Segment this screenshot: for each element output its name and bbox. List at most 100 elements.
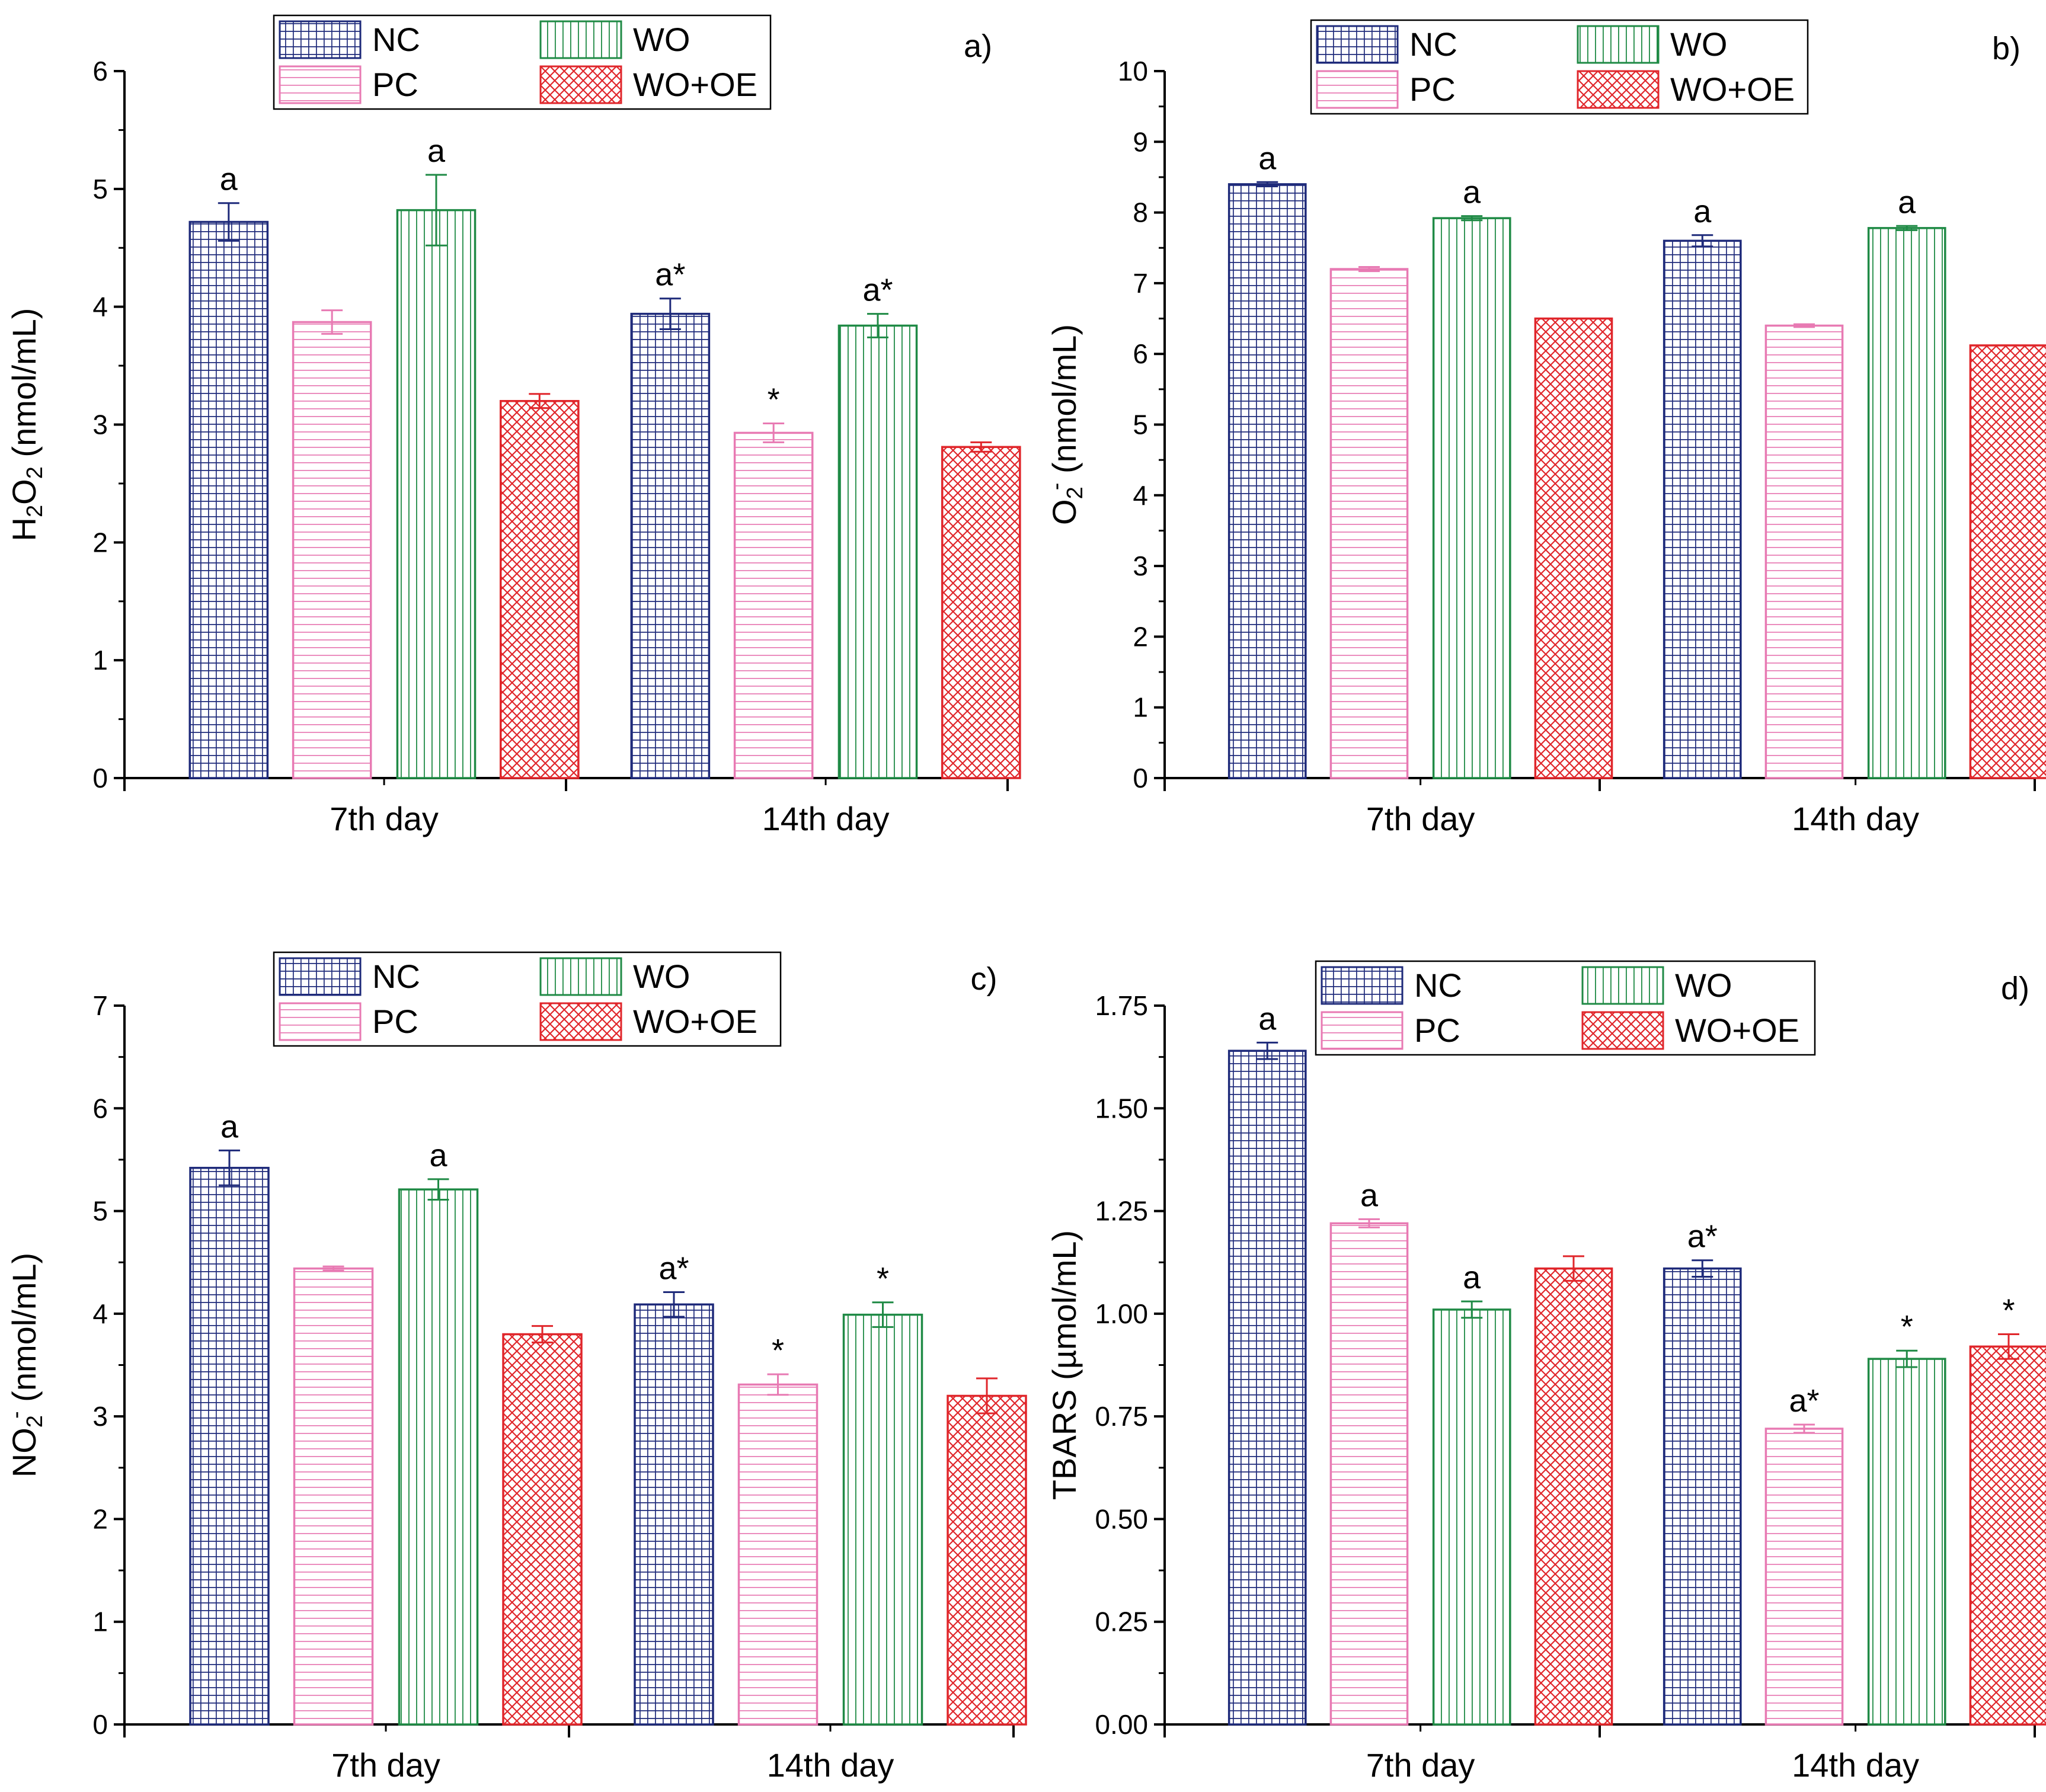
legend-label: NC [1414, 967, 1462, 1004]
y-tick-label: 2 [92, 1503, 108, 1534]
error-bar [1562, 1255, 1584, 1282]
chart-panel-a: 0 1 2 3 4 5 6 7th day 14th day a a a* * a* H2O2 (nmol/… [5, 14, 1021, 837]
error-bar [1358, 265, 1380, 273]
legend-label: WO [1670, 25, 1727, 63]
legend: NC WO PC WO+OE [1315, 960, 1816, 1056]
legend-label: WO+OE [633, 66, 757, 103]
x-category-label: 14th day [1792, 800, 1919, 837]
bar-wo-oe-1 [499, 399, 580, 779]
x-category-label: 7th day [1366, 1746, 1475, 1784]
legend-label: NC [372, 958, 420, 995]
panel-label: b) [1992, 31, 2021, 66]
panel-label: d) [2001, 971, 2029, 1006]
bar-nc-2 [630, 312, 711, 779]
significance-label: a [1693, 194, 1712, 229]
legend-swatch-wo [1581, 966, 1664, 1005]
bar-nc-1 [188, 220, 269, 779]
y-axis-title: TBARS (µmol/mL) [1046, 1230, 1083, 1500]
significance-label: a [220, 162, 238, 197]
bar-pc-1 [292, 321, 372, 779]
y-axis-title: NO2- (nmol/mL) [4, 1253, 47, 1477]
bar-wo-2 [842, 1313, 923, 1726]
y-tick-label: 5 [92, 174, 108, 204]
x-category-label: 7th day [1366, 800, 1475, 837]
legend-swatch-wo-oe [1581, 1011, 1664, 1050]
panel-label: a) [964, 28, 992, 64]
y-tick-label: 1.75 [1095, 990, 1148, 1021]
error-bar [427, 1178, 449, 1201]
error-bar [663, 1291, 685, 1318]
bar-wo-2 [1867, 1358, 1946, 1726]
significance-label: a [1898, 184, 1916, 220]
significance-label: a [1258, 1001, 1277, 1036]
y-tick-label: 3 [92, 409, 108, 440]
y-tick-label: 6 [92, 1093, 108, 1124]
y-tick-label: 0.75 [1095, 1401, 1148, 1432]
legend: NC WO PC WO+OE [1310, 19, 1809, 115]
bar-pc-1 [293, 1267, 374, 1726]
error-bar [872, 1301, 894, 1328]
x-category-label: 7th day [331, 1746, 440, 1784]
legend-swatch-nc [1321, 966, 1404, 1005]
bar-pc-2 [1764, 324, 1844, 779]
bar-nc-1 [1227, 1049, 1307, 1726]
significance-label: a [429, 1138, 447, 1173]
legend-label: PC [1414, 1012, 1460, 1049]
y-tick-label: 7 [92, 990, 108, 1021]
y-tick-label: 9 [1133, 126, 1148, 157]
legend: NC WO PC WO+OE [273, 951, 782, 1047]
legend-label: PC [1409, 71, 1456, 108]
bar-wo-oe-1 [1534, 317, 1613, 779]
bar-pc-1 [1329, 1222, 1409, 1726]
significance-label: a [1360, 1177, 1379, 1213]
legend: NC WO PC WO+OE [273, 14, 772, 110]
y-tick-label: 2 [92, 527, 108, 558]
bar-wo-oe-2 [1969, 1345, 2046, 1726]
significance-label: a [427, 133, 446, 169]
y-tick-label: 6 [1133, 338, 1148, 369]
legend-label: WO+OE [1675, 1012, 1799, 1049]
significance-label: * [1901, 1309, 1913, 1345]
error-bar [1461, 1300, 1483, 1319]
legend-label: PC [372, 1003, 418, 1040]
significance-label: a* [862, 273, 893, 308]
y-tick-label: 1.00 [1095, 1298, 1148, 1329]
y-tick-label: 1.50 [1095, 1093, 1148, 1124]
bar-wo-oe-2 [1969, 344, 2046, 779]
y-tick-label: 0.50 [1095, 1503, 1148, 1534]
bar-wo-1 [398, 1188, 479, 1726]
bar-pc-2 [733, 431, 814, 779]
significance-label: * [768, 382, 780, 418]
error-bar [1793, 1423, 1815, 1434]
error-bar [767, 1373, 789, 1396]
legend-swatch-nc [1316, 25, 1399, 64]
significance-label: a* [1687, 1219, 1718, 1255]
y-tick-label: 0 [92, 1709, 108, 1740]
y-tick-label: 4 [1133, 480, 1148, 511]
bar-nc-2 [1663, 239, 1742, 779]
error-bar [219, 1149, 240, 1186]
legend-swatch-nc [279, 20, 362, 59]
y-axis-title: H2O2 (nmol/mL) [5, 308, 47, 542]
x-category-label: 14th day [767, 1746, 894, 1784]
y-tick-label: 3 [92, 1401, 108, 1432]
significance-label: * [2002, 1293, 2015, 1329]
y-tick-label: 8 [1133, 197, 1148, 228]
legend-label: PC [372, 66, 418, 103]
y-tick-label: 5 [1133, 409, 1148, 440]
significance-label: a [1463, 1260, 1481, 1295]
y-tick-label: 7 [1133, 268, 1148, 299]
legend-swatch-wo [539, 20, 622, 59]
error-bar [1793, 323, 1815, 328]
error-bar [1896, 1349, 1918, 1368]
x-category-label: 14th day [1792, 1746, 1919, 1784]
error-bar [322, 1265, 344, 1272]
bar-wo-oe-2 [941, 446, 1021, 779]
significance-label: * [772, 1333, 784, 1368]
legend-swatch-wo-oe [1577, 70, 1660, 109]
legend-label: WO [633, 958, 690, 995]
bar-nc-1 [1227, 183, 1307, 779]
legend-swatch-wo-oe [539, 65, 622, 104]
error-bar [1692, 1259, 1713, 1278]
